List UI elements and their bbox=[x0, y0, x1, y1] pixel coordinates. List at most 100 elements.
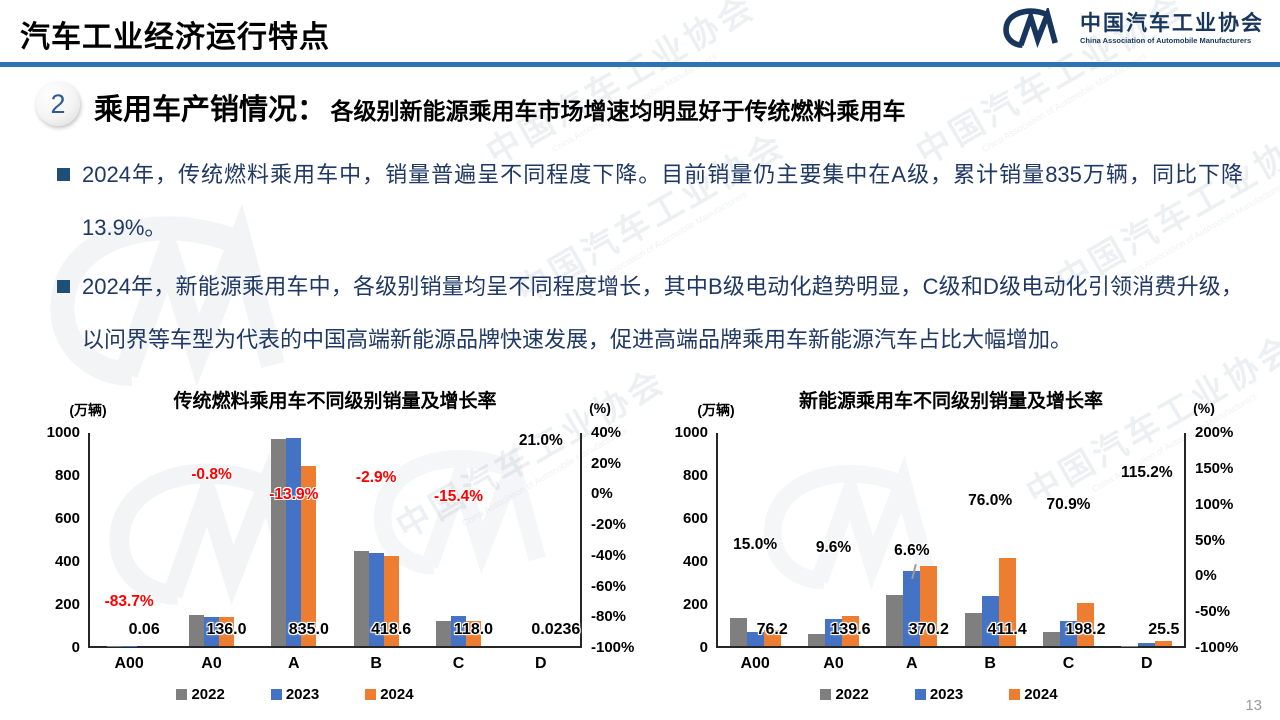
y2-axis-tick: -20% bbox=[591, 516, 627, 534]
legend-swatch-icon bbox=[1009, 689, 1021, 700]
value-label-D: 0.0236 bbox=[531, 621, 581, 638]
growth-label-B: -2.9% bbox=[355, 468, 397, 486]
y-axis-tick: 600 bbox=[54, 510, 80, 527]
y2-axis-tick: -80% bbox=[591, 608, 627, 626]
legend-item: 2023 bbox=[270, 686, 320, 703]
growth-label-D: 115.2% bbox=[1120, 463, 1173, 481]
legend-swatch-icon bbox=[820, 689, 832, 700]
y-axis-tick: 0 bbox=[71, 639, 80, 656]
value-label-A00: 76.2 bbox=[756, 621, 788, 638]
legend-item: 2024 bbox=[1009, 686, 1058, 703]
y2-axis-tick: -100% bbox=[591, 639, 635, 656]
bullet-item: 2024年，新能源乘用车中，各级别销量均呈不同程度增长，其中B级电动化趋势明显，… bbox=[57, 260, 1243, 366]
value-label-A00: 0.06 bbox=[128, 621, 160, 638]
bar-2022-A0 bbox=[189, 614, 204, 646]
chart-legend: 2022 2023 2024 bbox=[779, 686, 1099, 703]
y-axis-tick: 1000 bbox=[674, 424, 708, 441]
page-title: 汽车工业经济运行特点 bbox=[20, 21, 330, 54]
left-axis-unit: (万辆) bbox=[69, 402, 107, 418]
y2-axis-tick: 50% bbox=[1195, 531, 1226, 549]
logo-name-cn: 中国汽车工业协会 bbox=[1080, 12, 1264, 36]
y-axis-tick: 1000 bbox=[46, 424, 80, 441]
growth-label-B: 76.0% bbox=[968, 491, 1013, 509]
growth-label-A00: -83.7% bbox=[104, 592, 154, 610]
value-label-A: 835.0 bbox=[288, 621, 329, 638]
value-label-B: 411.4 bbox=[987, 621, 1027, 638]
bar-2023-C bbox=[1060, 621, 1077, 646]
bar-2022-A00 bbox=[729, 618, 747, 646]
category-label: B bbox=[370, 655, 382, 672]
value-label-C: 118.0 bbox=[453, 621, 494, 638]
section-number-badge: 2 bbox=[36, 82, 80, 126]
bullet-square-icon bbox=[57, 280, 70, 293]
legend-swatch-icon bbox=[176, 689, 188, 700]
category-label: A0 bbox=[823, 655, 844, 672]
bar-2022-B bbox=[964, 613, 982, 646]
bar-2022-B bbox=[353, 551, 369, 646]
page-number: 13 bbox=[1245, 697, 1262, 714]
legend-item: 2024 bbox=[365, 686, 414, 703]
bar-2024-A0 bbox=[219, 616, 234, 646]
bar-2023-B bbox=[981, 595, 999, 646]
bar-2023-D bbox=[1138, 643, 1156, 646]
bar-2023-A bbox=[286, 437, 302, 646]
y-axis-tick: 0 bbox=[699, 639, 708, 656]
bar-2024-B bbox=[998, 557, 1016, 646]
y2-axis-tick: 100% bbox=[1195, 495, 1234, 513]
category-label: A00 bbox=[740, 655, 770, 672]
y2-axis-tick: 40% bbox=[591, 424, 622, 441]
y2-axis-tick: -50% bbox=[1195, 603, 1231, 621]
y-axis-tick: 200 bbox=[54, 596, 80, 613]
title-divider bbox=[0, 62, 1280, 67]
legend-label: 2023 bbox=[929, 686, 964, 703]
legend-label: 2022 bbox=[835, 686, 869, 703]
chart-title: 新能源乘用车不同级别销量及增长率 bbox=[798, 391, 1103, 412]
legend-label: 2024 bbox=[380, 686, 414, 703]
growth-label-C: 70.9% bbox=[1046, 495, 1091, 513]
y2-axis-tick: 20% bbox=[591, 454, 622, 472]
y2-axis-tick: 0% bbox=[591, 485, 613, 503]
bar-2022-C bbox=[436, 621, 451, 646]
category-label: A0 bbox=[201, 655, 222, 672]
bar-2024-B bbox=[383, 556, 399, 646]
legend-item: 2023 bbox=[914, 686, 964, 703]
legend-swatch-icon bbox=[914, 689, 926, 700]
legend-item: 2022 bbox=[820, 686, 869, 703]
y2-axis-tick: 200% bbox=[1195, 424, 1234, 441]
growth-label-C: -15.4% bbox=[433, 488, 484, 506]
logo-text: 中国汽车工业协会 China Association of Automobile… bbox=[1080, 12, 1264, 45]
legend-swatch-icon bbox=[270, 689, 282, 700]
growth-label-A0: 9.6% bbox=[815, 539, 852, 557]
chart-title: 传统燃料乘用车不同级别销量及增长率 bbox=[173, 391, 497, 412]
value-label-A0: 136.0 bbox=[206, 621, 247, 638]
category-label: A00 bbox=[114, 655, 144, 672]
bullet-list: 2024年，传统燃料乘用车中，销量普遍呈不同程度下降。目前销量仍主要集中在A级，… bbox=[57, 148, 1243, 366]
bar-2022-A0 bbox=[808, 634, 825, 646]
section-heading-sub: 各级别新能源乘用车市场增速均明显好于传统燃料乘用车 bbox=[330, 98, 906, 124]
bullet-item: 2024年，传统燃料乘用车中，销量普遍呈不同程度下降。目前销量仍主要集中在A级，… bbox=[57, 148, 1243, 254]
bar-2024-D bbox=[1155, 640, 1173, 646]
value-label-D: 25.5 bbox=[1148, 621, 1180, 638]
plot-area bbox=[716, 433, 1186, 648]
logo-name-en: China Association of Automobile Manufact… bbox=[1080, 36, 1252, 46]
y-axis-tick: 400 bbox=[54, 553, 80, 570]
value-label-B: 418.6 bbox=[371, 621, 412, 638]
value-label-A0: 139.6 bbox=[830, 621, 871, 638]
bullet-square-icon bbox=[57, 168, 70, 181]
y2-axis-tick: -60% bbox=[591, 577, 627, 595]
category-label: A bbox=[906, 655, 918, 672]
left-axis-unit: (万辆) bbox=[697, 402, 735, 418]
bar-2024-A bbox=[920, 566, 938, 646]
y-axis-tick: 800 bbox=[54, 467, 80, 484]
caam-logo: 中国汽车工业协会 China Association of Automobile… bbox=[1002, 8, 1264, 50]
y-axis-tick: 600 bbox=[682, 510, 708, 527]
category-label: B bbox=[984, 655, 996, 672]
y2-axis-tick: -100% bbox=[1195, 639, 1239, 656]
legend-label: 2023 bbox=[285, 686, 320, 703]
bar-2024-A bbox=[301, 466, 317, 646]
category-label: D bbox=[1141, 655, 1153, 672]
category-label: D bbox=[535, 655, 547, 672]
category-label: A bbox=[288, 655, 300, 672]
bar-2022-A bbox=[271, 438, 287, 646]
